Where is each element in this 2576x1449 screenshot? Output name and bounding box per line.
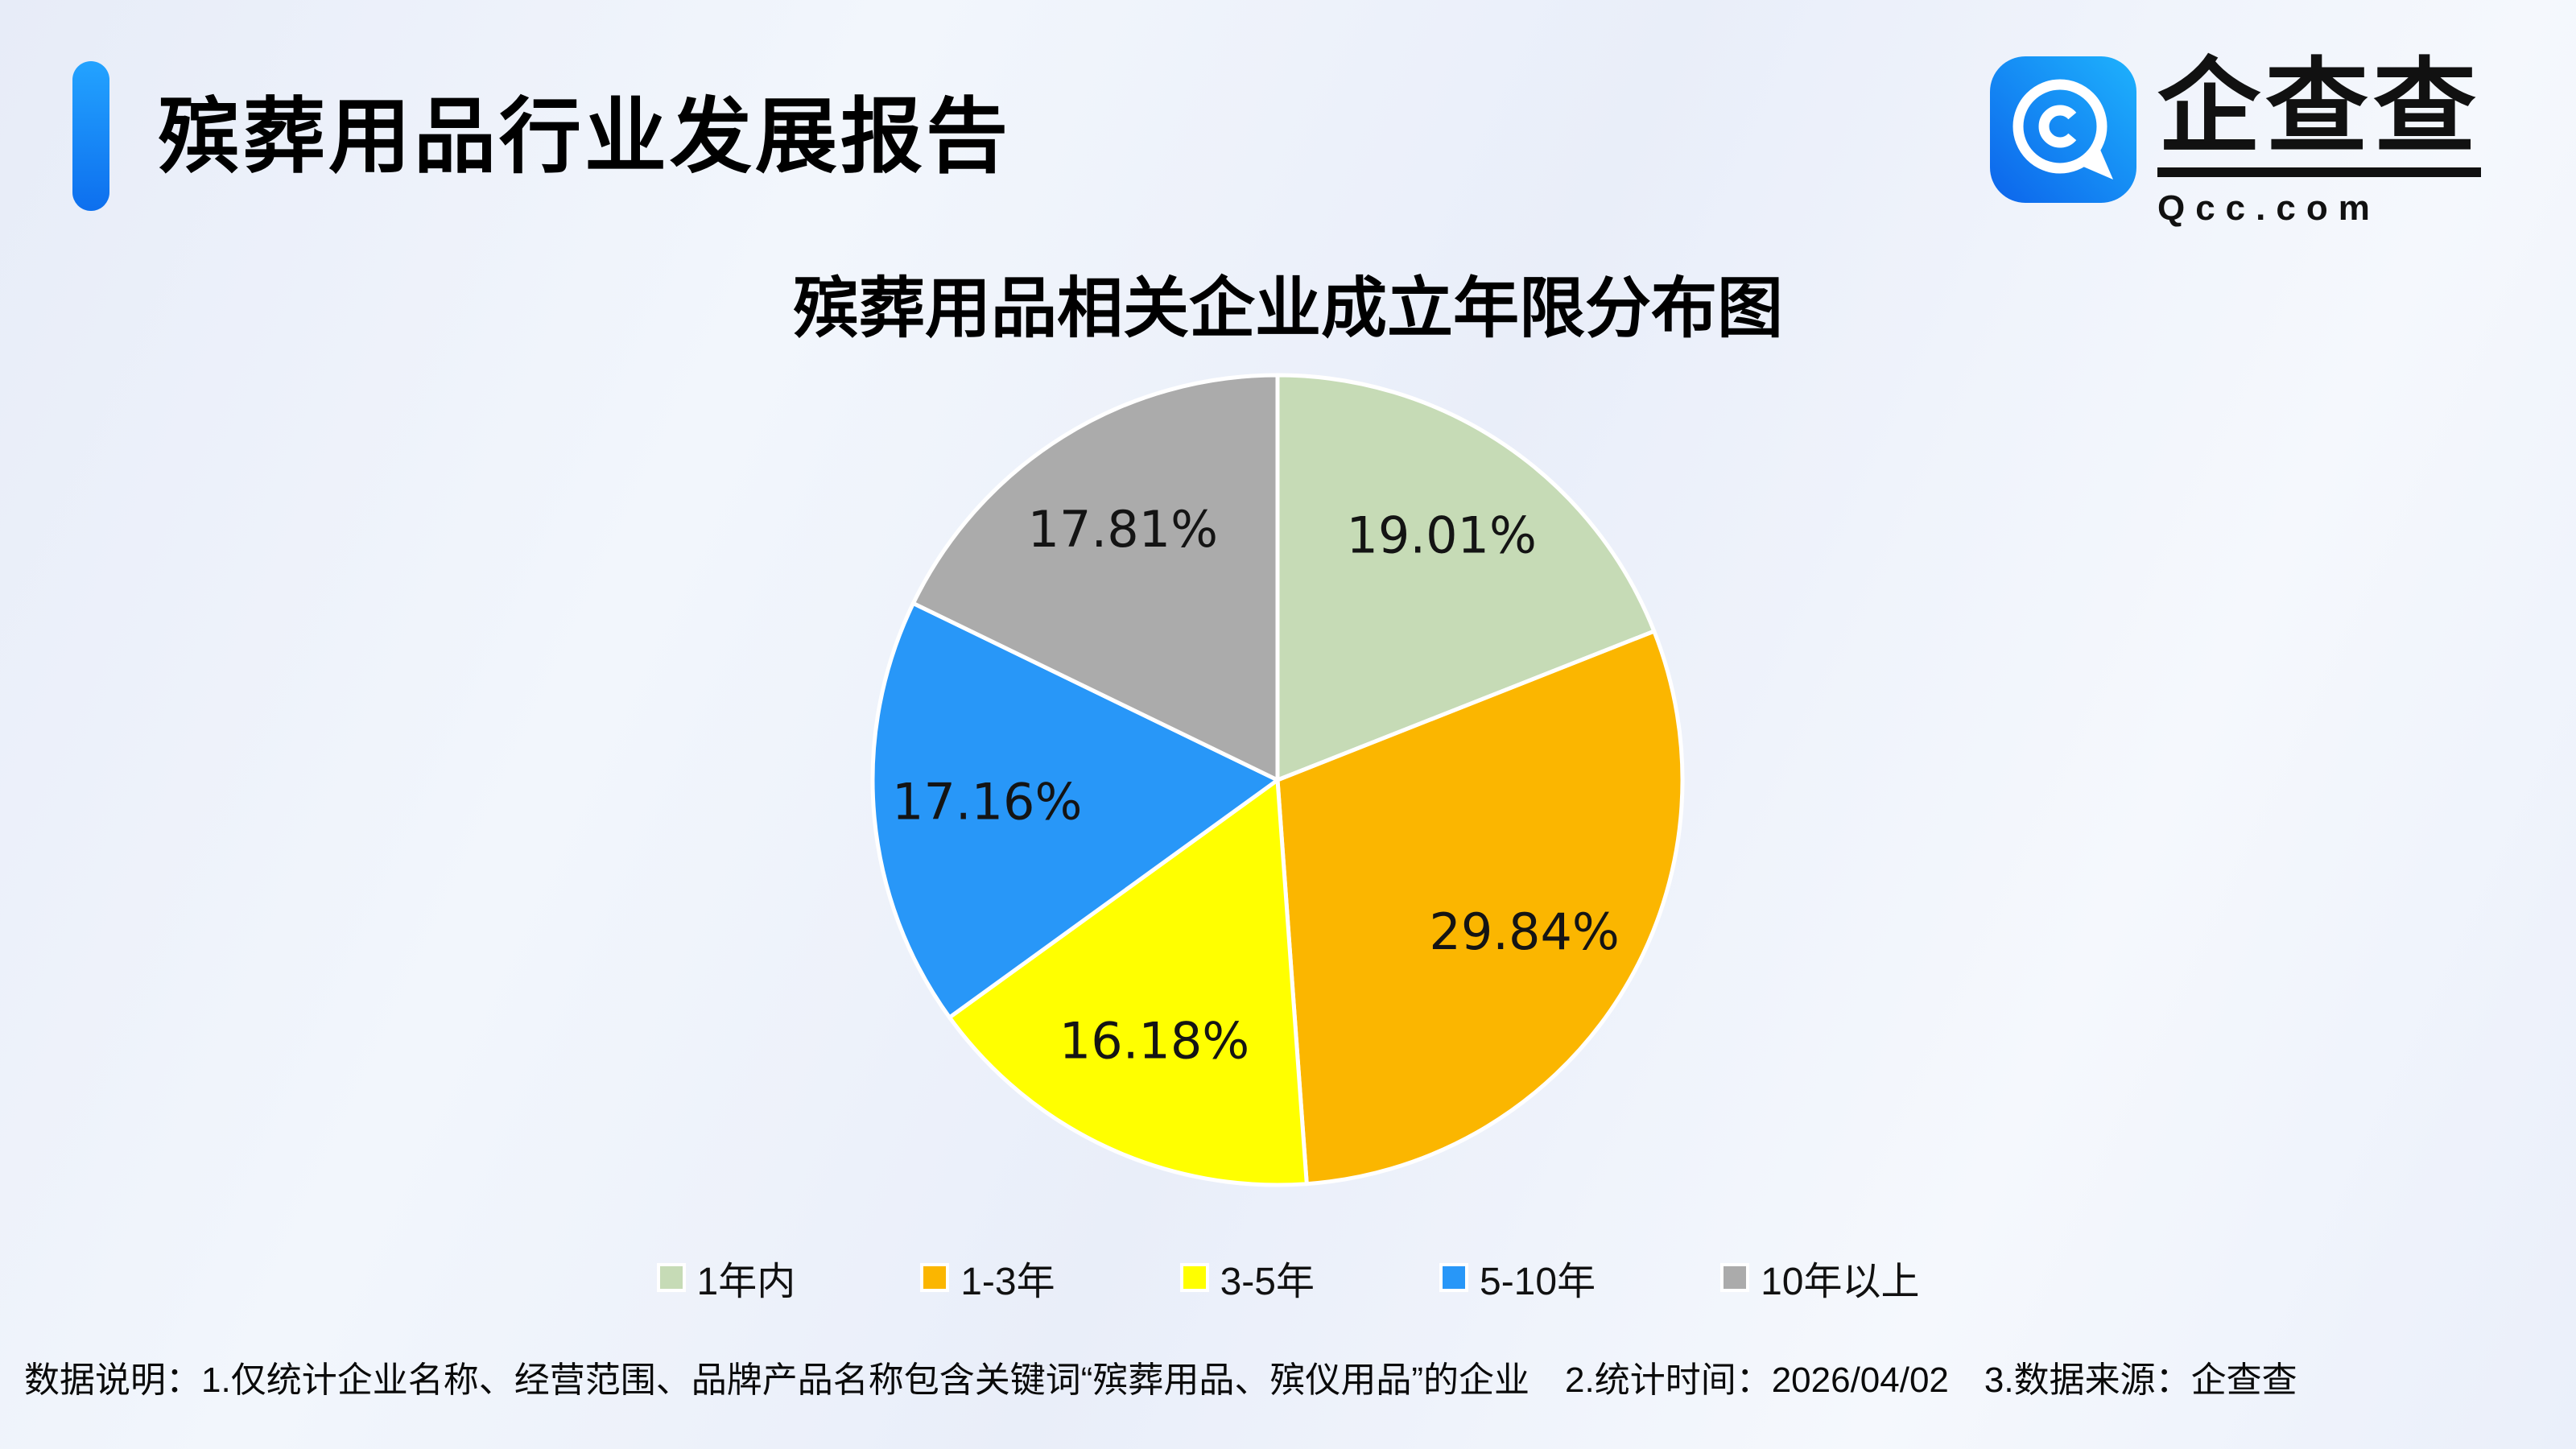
data-note-text: 数据说明：1.仅统计企业名称、经营范围、品牌产品名称包含关键词“殡葬用品、殡仪用… xyxy=(24,1360,2297,1400)
qcc-logo: 企查查 Qcc.com xyxy=(1989,56,2481,229)
pie-slice-2 xyxy=(1275,629,1685,1187)
qcc-brand-text: 企查查 xyxy=(2157,56,2481,177)
legend-marker-icon xyxy=(920,1263,950,1292)
legend-marker-icon xyxy=(1179,1263,1209,1292)
pie-slice-1 xyxy=(1275,373,1657,782)
legend-item-1: 1年内 xyxy=(656,1249,796,1306)
pie-slice-5 xyxy=(910,373,1280,782)
legend-marker-icon xyxy=(656,1263,686,1292)
title-accent-bar xyxy=(72,61,109,211)
pie-slice-4 xyxy=(870,601,1280,1020)
qcc-logo-icon xyxy=(1989,56,2136,203)
pie-slice-3 xyxy=(947,778,1309,1187)
qcc-domain-text: Qcc.com xyxy=(2157,188,2380,228)
legend-label: 3-5年 xyxy=(1220,1261,1315,1303)
chart-title: 殡葬用品相关企业成立年限分布图 xyxy=(792,272,1783,345)
pie-slice-label: 19.01% xyxy=(1346,506,1536,565)
pie-chart: 19.01% 29.84% 16.18% 17.16% 17.81% xyxy=(870,373,1685,1187)
pie-slice-label: 17.16% xyxy=(892,773,1082,832)
legend-item-5: 10年以上 xyxy=(1720,1249,1919,1306)
pie-slice-label: 17.81% xyxy=(1028,500,1218,559)
legend-label: 1-3年 xyxy=(960,1261,1055,1303)
legend-marker-icon xyxy=(1439,1263,1468,1292)
legend-label: 10年以上 xyxy=(1761,1261,1920,1303)
legend-item-2: 1-3年 xyxy=(920,1249,1055,1306)
legend-item-3: 3-5年 xyxy=(1179,1249,1315,1306)
legend-item-4: 5-10年 xyxy=(1439,1249,1596,1306)
legend-marker-icon xyxy=(1720,1263,1750,1292)
pie-slice-label: 16.18% xyxy=(1059,1011,1249,1070)
legend-label: 5-10年 xyxy=(1480,1261,1596,1303)
legend-label: 1年内 xyxy=(696,1261,796,1303)
pie-slice-label: 29.84% xyxy=(1429,902,1619,961)
chart-legend: 1年内 1-3年 3-5年 5-10年 10年以上 xyxy=(0,1249,2576,1306)
report-title: 殡葬用品行业发展报告 xyxy=(158,91,1011,183)
qcc-logo-text: 企查查 Qcc.com xyxy=(2157,56,2481,229)
